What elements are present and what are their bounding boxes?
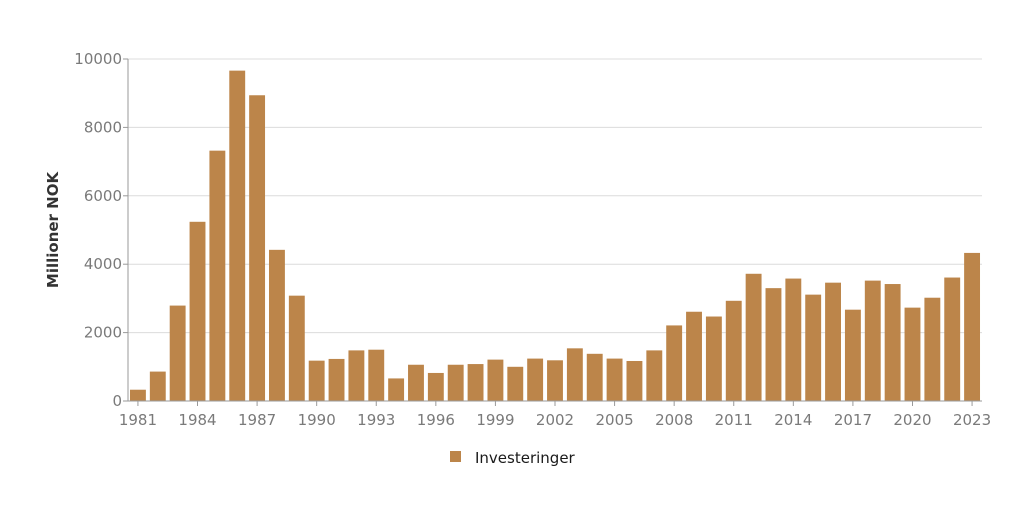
bar-2008 <box>666 325 683 401</box>
bar-1988 <box>269 249 285 401</box>
bar-2009 <box>686 311 702 401</box>
bar-2019 <box>884 284 901 401</box>
bar-1994 <box>388 378 405 401</box>
x-tick-label: 2023 <box>953 411 991 429</box>
bar-2017 <box>844 309 861 401</box>
bar-2014 <box>785 278 802 401</box>
x-tick-label: 1999 <box>476 411 514 429</box>
bar-1990 <box>308 360 325 401</box>
bar-1996 <box>427 372 444 401</box>
bars <box>129 70 981 402</box>
x-tick-label: 1981 <box>119 411 157 429</box>
bar-1981 <box>129 389 146 401</box>
bar-2000 <box>507 366 524 401</box>
bar-2023 <box>964 252 981 401</box>
x-tick-label: 2005 <box>595 411 633 429</box>
y-tick-label: 10000 <box>74 50 122 68</box>
bar-2012 <box>745 273 762 401</box>
bar-1995 <box>408 364 424 401</box>
bar-2006 <box>626 360 643 401</box>
bar-2001 <box>527 358 544 401</box>
bar-2021 <box>924 297 941 401</box>
x-tick-labels: 1981 1984 1987 1990 1993 1996 1999 2002 2005 2008… <box>119 411 991 429</box>
y-axis-label: Millioner NOK <box>44 171 62 289</box>
x-tick-label: 1993 <box>357 411 395 429</box>
bar-1998 <box>467 364 484 401</box>
x-tick-label: 1984 <box>178 411 216 429</box>
bar-2013 <box>765 288 782 401</box>
bar-2003 <box>566 348 583 401</box>
x-tick-label: 1990 <box>298 411 336 429</box>
legend-label: Investeringer <box>475 449 576 467</box>
bar-1982 <box>149 371 166 401</box>
y-tick-labels: 0 2000 4000 6000 8000 10000 <box>74 50 122 410</box>
bar-2005 <box>606 358 623 401</box>
x-tick-label: 2008 <box>655 411 693 429</box>
x-tick-label: 2011 <box>715 411 753 429</box>
bar-2004 <box>586 353 603 401</box>
bar-1997 <box>447 364 464 401</box>
bar-2007 <box>646 350 663 401</box>
bar-1985 <box>209 150 226 401</box>
bar-2018 <box>864 280 881 401</box>
x-tick-label: 2014 <box>774 411 812 429</box>
bar-2016 <box>825 282 841 401</box>
x-tick-label: 2002 <box>536 411 574 429</box>
bar-2002 <box>547 360 563 401</box>
bar-2020 <box>904 307 921 401</box>
bar-1987 <box>249 95 266 401</box>
bar-1986 <box>229 70 246 402</box>
bar-1989 <box>288 295 305 401</box>
bar-2010 <box>705 316 722 401</box>
x-tick-label: 1987 <box>238 411 276 429</box>
bar-1999 <box>487 359 504 401</box>
bar-1984 <box>189 221 206 401</box>
x-tick-label: 2017 <box>834 411 872 429</box>
y-tick-label: 2000 <box>84 324 122 342</box>
x-tick-label: 2020 <box>893 411 931 429</box>
bar-1993 <box>368 349 385 401</box>
bar-1983 <box>169 305 186 401</box>
y-tick-label: 6000 <box>84 187 122 205</box>
y-tick-label: 4000 <box>84 255 122 273</box>
x-tick-label: 1996 <box>417 411 455 429</box>
legend-swatch <box>450 451 461 462</box>
bar-2011 <box>725 300 742 401</box>
y-tick-label: 0 <box>112 392 122 410</box>
legend: Investeringer <box>450 449 576 467</box>
y-tick-label: 8000 <box>84 118 122 136</box>
bar-1992 <box>348 350 365 401</box>
bar-2022 <box>944 277 961 401</box>
bar-1991 <box>328 358 345 401</box>
axes <box>123 58 982 406</box>
bar-2015 <box>805 294 822 401</box>
